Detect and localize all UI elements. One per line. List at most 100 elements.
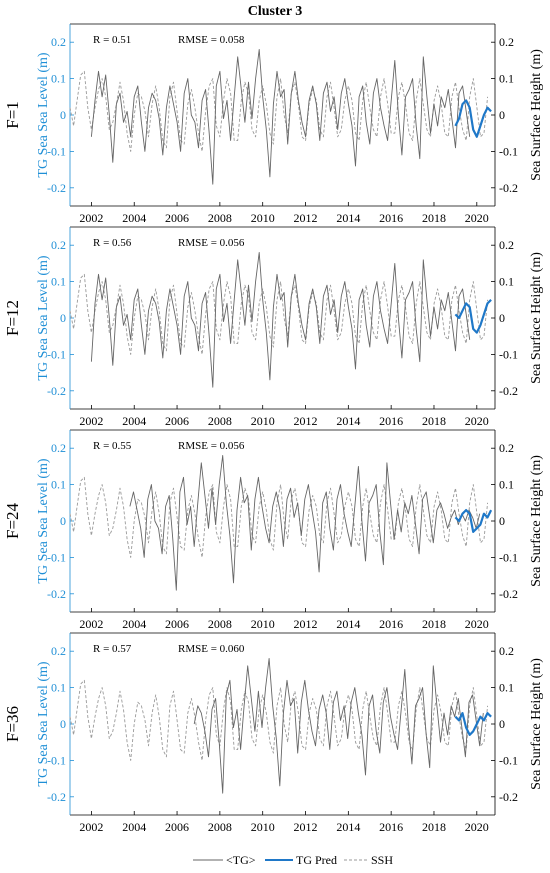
y-tick-label-left: -0.1 — [47, 753, 66, 767]
x-tick-label: 2002 — [79, 414, 103, 428]
y-tick-label-left: 0 — [60, 311, 66, 325]
x-tick-label: 2020 — [465, 617, 489, 631]
rmse-value: RMSE = 0.060 — [178, 643, 245, 655]
series-tg-pred — [454, 711, 492, 737]
chart-panel-2: 0.2 0.1 0 -0.1 -0.2 0.2 0.1 0 -0.1 -0.2 2002 2004 20… — [3, 226, 544, 428]
x-tick-label: 2020 — [465, 211, 489, 225]
legend-item: TG Pred — [265, 853, 337, 867]
panel-label: F=36 — [3, 706, 22, 742]
y-tick-label-right: 0 — [499, 108, 505, 122]
x-tick-label: 2010 — [251, 211, 275, 225]
y-tick-label-right: -0.2 — [499, 384, 518, 398]
y-tick-label-right: -0.1 — [499, 347, 518, 361]
y-tick-label-left: -0.2 — [47, 587, 66, 601]
x-tick-label: 2016 — [379, 617, 403, 631]
figure-title: Cluster 3 — [248, 4, 303, 19]
x-tick-label: 2002 — [79, 211, 103, 225]
y-axis-label-left: TG Sea Sea Level (m) — [36, 52, 51, 178]
y-tick-label-right: 0.2 — [499, 441, 514, 455]
y-tick-label-left: 0 — [60, 108, 66, 122]
legend-label: <TG> — [226, 853, 256, 867]
y-axis-label-left: TG Sea Sea Level (m) — [36, 255, 51, 381]
y-tick-label-right: -0.2 — [499, 587, 518, 601]
x-tick-label: 2018 — [422, 211, 446, 225]
panel-label: F=1 — [3, 101, 22, 129]
series-tg — [193, 658, 484, 794]
y-tick-label-right: -0.1 — [499, 550, 518, 564]
x-tick-label: 2020 — [465, 820, 489, 834]
rmse-value: RMSE = 0.056 — [178, 440, 245, 452]
x-tick-label: 2012 — [294, 414, 318, 428]
series-tg-pred — [454, 299, 492, 334]
legend: <TG> TG Pred SSH — [193, 853, 393, 867]
legend-item: SSH — [344, 853, 393, 867]
chart-panel-1: 0.2 0.1 0 -0.1 -0.2 0.2 0.1 0 -0.1 -0.2 2002 2004 20… — [3, 23, 544, 225]
series-ssh — [69, 273, 489, 355]
panel-label: F=12 — [3, 300, 22, 336]
x-tick-label: 2010 — [251, 617, 275, 631]
x-tick-label: 2012 — [294, 211, 318, 225]
series-tg-pred — [454, 99, 492, 138]
x-tick-label: 2008 — [208, 617, 232, 631]
y-tick-label-left: 0.2 — [51, 35, 66, 49]
y-tick-label-left: 0.2 — [51, 441, 66, 455]
x-tick-label: 2008 — [208, 211, 232, 225]
panel-label: F=24 — [3, 502, 22, 539]
series-tg — [90, 252, 471, 388]
x-tick-label: 2010 — [251, 820, 275, 834]
y-tick-label-right: 0.1 — [499, 478, 514, 492]
y-tick-label-right: 0 — [499, 311, 505, 325]
panels: 0.2 0.1 0 -0.1 -0.2 0.2 0.1 0 -0.1 -0.2 2002 2004 20… — [3, 23, 544, 834]
x-tick-label: 2012 — [294, 820, 318, 834]
r-value: R = 0.51 — [93, 34, 131, 46]
legend-label: SSH — [371, 853, 393, 867]
series-tg-pred — [454, 509, 493, 534]
x-tick-label: 2004 — [122, 414, 146, 428]
y-tick-label-left: -0.1 — [47, 144, 66, 158]
y-axis-label-right: Sea Surface Height (m) — [529, 49, 544, 181]
x-tick-label: 2018 — [422, 617, 446, 631]
y-tick-label-right: -0.1 — [499, 144, 518, 158]
r-value: R = 0.56 — [93, 237, 132, 249]
x-tick-label: 2010 — [251, 414, 275, 428]
x-tick-label: 2016 — [379, 211, 403, 225]
r-value: R = 0.55 — [93, 440, 132, 452]
y-axis-label-left: TG Sea Sea Level (m) — [36, 458, 51, 584]
x-tick-label: 2004 — [122, 617, 146, 631]
x-tick-label: 2008 — [208, 820, 232, 834]
y-tick-label-right: 0 — [499, 717, 505, 731]
x-tick-label: 2012 — [294, 617, 318, 631]
y-tick-label-right: 0.2 — [499, 35, 514, 49]
y-tick-label-right: 0.1 — [499, 72, 514, 86]
x-tick-label: 2014 — [336, 820, 360, 834]
y-tick-label-right: -0.2 — [499, 790, 518, 804]
y-tick-label-left: 0.1 — [51, 72, 66, 86]
rmse-value: RMSE = 0.056 — [178, 237, 245, 249]
chart-panel-4: 0.2 0.1 0 -0.1 -0.2 0.2 0.1 0 -0.1 -0.2 2002 2004 20… — [3, 632, 544, 834]
y-tick-label-left: 0.1 — [51, 681, 66, 695]
x-tick-label: 2020 — [465, 414, 489, 428]
y-tick-label-left: -0.1 — [47, 550, 66, 564]
x-tick-label: 2008 — [208, 414, 232, 428]
chart-panel-3: 0.2 0.1 0 -0.1 -0.2 0.2 0.1 0 -0.1 -0.2 2002 2004 20… — [3, 429, 544, 631]
y-tick-label-left: 0.1 — [51, 275, 66, 289]
rmse-value: RMSE = 0.058 — [178, 34, 245, 46]
y-tick-label-left: 0.1 — [51, 478, 66, 492]
y-tick-label-right: 0 — [499, 514, 505, 528]
legend-item: <TG> — [193, 853, 256, 867]
x-tick-label: 2006 — [165, 820, 189, 834]
y-tick-label-left: 0 — [60, 717, 66, 731]
x-tick-label: 2002 — [79, 617, 103, 631]
x-tick-label: 2014 — [336, 617, 360, 631]
legend-label: TG Pred — [296, 853, 337, 867]
y-tick-label-left: 0.2 — [51, 238, 66, 252]
series-ssh — [69, 70, 489, 152]
y-tick-label-left: 0.2 — [51, 644, 66, 658]
y-tick-label-right: -0.1 — [499, 753, 518, 767]
x-tick-label: 2004 — [122, 211, 146, 225]
y-tick-label-left: -0.1 — [47, 347, 66, 361]
y-tick-label-left: -0.2 — [47, 384, 66, 398]
y-tick-label-left: -0.2 — [47, 790, 66, 804]
y-axis-label-right: Sea Surface Height (m) — [529, 658, 544, 790]
